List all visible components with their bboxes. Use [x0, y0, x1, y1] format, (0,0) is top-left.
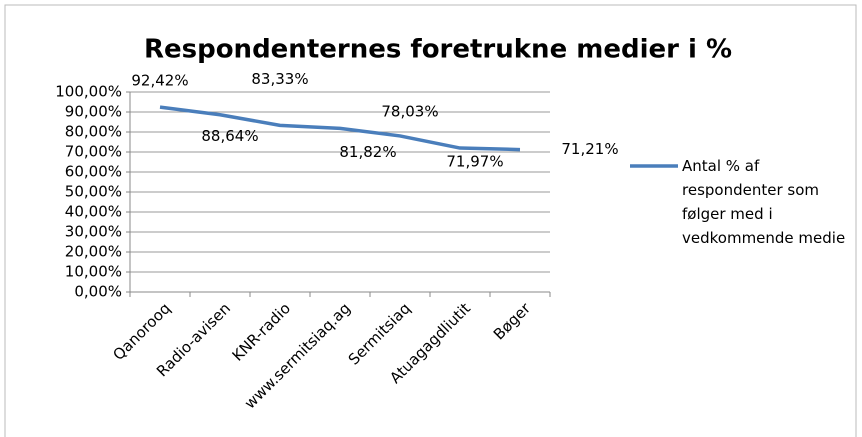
chart-frame — [4, 4, 857, 437]
y-tick-label: 90,00% — [65, 103, 122, 121]
data-label: 78,03% — [381, 102, 438, 120]
y-tick-label: 40,00% — [65, 203, 122, 221]
data-label: 83,33% — [251, 70, 308, 88]
y-tick-label: 30,00% — [65, 223, 122, 241]
chart-title: Respondenternes foretrukne medier i % — [144, 35, 732, 65]
data-label: 88,64% — [201, 127, 258, 145]
y-tick-label: 70,00% — [65, 143, 122, 161]
y-tick-label: 80,00% — [65, 123, 122, 141]
y-tick-label: 10,00% — [65, 263, 122, 281]
line-series — [159, 105, 521, 152]
data-label: 71,21% — [561, 140, 618, 158]
y-tick-label: 100,00% — [55, 83, 122, 101]
y-tick-label: 50,00% — [65, 183, 122, 201]
y-tick-label: 20,00% — [65, 243, 122, 261]
y-tick-label: 0,00% — [74, 283, 122, 301]
data-label: 92,42% — [131, 72, 188, 90]
y-tick-label: 60,00% — [65, 163, 122, 181]
legend-label: Antal % af respondenter som følger med i… — [682, 157, 846, 247]
data-label: 71,97% — [446, 153, 503, 171]
data-label: 81,82% — [339, 143, 396, 161]
